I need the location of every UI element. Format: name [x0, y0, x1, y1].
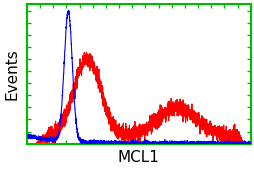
X-axis label: MCL1: MCL1 — [117, 150, 159, 165]
Y-axis label: Events: Events — [4, 48, 19, 100]
